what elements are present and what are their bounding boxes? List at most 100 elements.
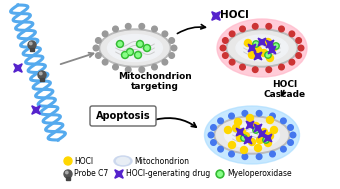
Circle shape bbox=[162, 31, 168, 37]
Text: Mitochondrion
targeting: Mitochondrion targeting bbox=[118, 72, 192, 91]
Circle shape bbox=[117, 40, 123, 47]
Circle shape bbox=[265, 39, 272, 46]
Circle shape bbox=[242, 111, 248, 116]
Circle shape bbox=[113, 64, 118, 70]
Circle shape bbox=[171, 45, 177, 51]
Circle shape bbox=[298, 45, 304, 51]
Circle shape bbox=[121, 51, 129, 59]
Circle shape bbox=[242, 154, 248, 160]
Bar bbox=[66, 177, 70, 180]
Circle shape bbox=[240, 64, 245, 70]
Circle shape bbox=[252, 67, 258, 72]
Circle shape bbox=[255, 46, 261, 53]
Polygon shape bbox=[254, 52, 262, 60]
Circle shape bbox=[223, 38, 228, 43]
Circle shape bbox=[96, 38, 101, 43]
Circle shape bbox=[139, 24, 144, 29]
Circle shape bbox=[265, 52, 271, 58]
Circle shape bbox=[260, 50, 268, 57]
Circle shape bbox=[138, 42, 142, 46]
Circle shape bbox=[229, 113, 234, 119]
Circle shape bbox=[223, 53, 228, 58]
Circle shape bbox=[270, 151, 275, 157]
Circle shape bbox=[266, 53, 270, 57]
Circle shape bbox=[102, 31, 108, 37]
Text: HOCl
Cascade: HOCl Cascade bbox=[264, 80, 306, 99]
Ellipse shape bbox=[217, 19, 307, 77]
Polygon shape bbox=[254, 124, 262, 132]
Circle shape bbox=[39, 72, 42, 75]
Polygon shape bbox=[14, 64, 22, 72]
Circle shape bbox=[123, 53, 127, 57]
Circle shape bbox=[266, 24, 272, 29]
Circle shape bbox=[267, 54, 273, 61]
Circle shape bbox=[118, 42, 122, 46]
FancyBboxPatch shape bbox=[90, 106, 156, 126]
Polygon shape bbox=[236, 128, 244, 136]
Circle shape bbox=[273, 43, 279, 49]
Circle shape bbox=[280, 118, 286, 124]
Circle shape bbox=[66, 171, 68, 174]
Circle shape bbox=[289, 31, 295, 37]
Circle shape bbox=[253, 122, 259, 129]
Circle shape bbox=[126, 49, 134, 56]
Circle shape bbox=[267, 132, 273, 139]
Ellipse shape bbox=[216, 118, 288, 152]
Circle shape bbox=[249, 51, 255, 59]
Text: Probe C7: Probe C7 bbox=[74, 170, 108, 178]
Polygon shape bbox=[212, 12, 220, 20]
Circle shape bbox=[229, 59, 235, 65]
Text: Apoptosis: Apoptosis bbox=[96, 111, 150, 121]
Polygon shape bbox=[266, 40, 274, 48]
Polygon shape bbox=[268, 46, 276, 54]
Circle shape bbox=[229, 31, 235, 37]
Circle shape bbox=[256, 111, 262, 116]
Circle shape bbox=[288, 125, 293, 130]
Circle shape bbox=[252, 43, 258, 50]
Ellipse shape bbox=[226, 29, 298, 67]
Polygon shape bbox=[115, 170, 123, 178]
Circle shape bbox=[279, 64, 284, 70]
Circle shape bbox=[113, 26, 118, 32]
Circle shape bbox=[38, 71, 46, 79]
Circle shape bbox=[64, 170, 72, 178]
Circle shape bbox=[240, 146, 248, 153]
Ellipse shape bbox=[101, 31, 169, 65]
Circle shape bbox=[254, 128, 258, 132]
Circle shape bbox=[211, 140, 216, 145]
Circle shape bbox=[145, 46, 149, 50]
Polygon shape bbox=[258, 130, 266, 138]
Circle shape bbox=[96, 53, 101, 58]
Ellipse shape bbox=[224, 122, 279, 148]
Circle shape bbox=[256, 154, 262, 160]
Ellipse shape bbox=[204, 106, 300, 164]
Circle shape bbox=[255, 145, 261, 152]
Polygon shape bbox=[32, 106, 40, 114]
Bar bbox=[40, 78, 44, 81]
Circle shape bbox=[274, 44, 278, 48]
Circle shape bbox=[242, 132, 250, 139]
Circle shape bbox=[270, 113, 275, 119]
Circle shape bbox=[266, 67, 272, 72]
Circle shape bbox=[208, 132, 214, 138]
Bar bbox=[30, 48, 34, 51]
Circle shape bbox=[136, 40, 143, 47]
Circle shape bbox=[288, 140, 293, 145]
Circle shape bbox=[224, 126, 232, 133]
Polygon shape bbox=[264, 134, 272, 142]
Circle shape bbox=[30, 42, 32, 45]
Circle shape bbox=[152, 64, 157, 70]
Circle shape bbox=[271, 43, 277, 50]
Circle shape bbox=[253, 41, 259, 47]
Circle shape bbox=[280, 146, 286, 152]
Circle shape bbox=[260, 129, 268, 136]
Circle shape bbox=[143, 44, 151, 51]
Circle shape bbox=[218, 172, 222, 176]
Circle shape bbox=[93, 45, 99, 51]
Circle shape bbox=[265, 139, 272, 146]
Ellipse shape bbox=[114, 156, 132, 166]
Text: HOCl: HOCl bbox=[74, 156, 93, 166]
Circle shape bbox=[296, 38, 302, 43]
Polygon shape bbox=[248, 44, 256, 52]
Ellipse shape bbox=[214, 116, 290, 154]
